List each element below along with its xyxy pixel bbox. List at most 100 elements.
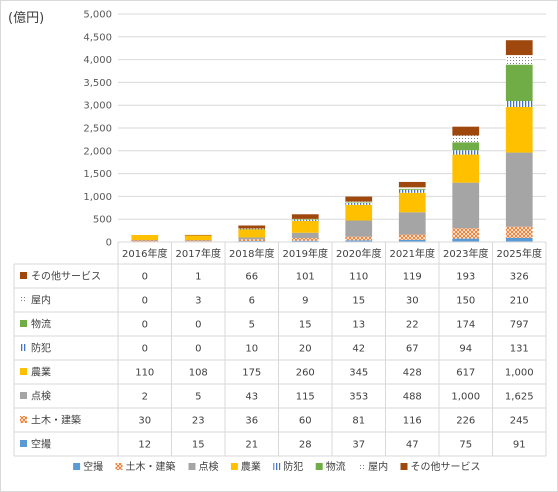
table-cell-value: 115 xyxy=(296,392,315,403)
table-cell-value: 81 xyxy=(352,416,365,427)
table-cell-value: 36 xyxy=(245,416,258,427)
legend-label: その他サービス xyxy=(411,460,481,473)
legend-item: その他サービス xyxy=(400,460,481,473)
bar-segment xyxy=(505,106,533,153)
table-cell-value: 6 xyxy=(249,296,255,307)
legend-item: 防犯 xyxy=(273,460,303,473)
row-series-name: 土木・建築 xyxy=(31,414,81,427)
y-tick-label: 1,500 xyxy=(83,169,112,180)
legend-swatch xyxy=(73,463,81,470)
bar-segment xyxy=(238,229,266,238)
legend-swatch xyxy=(315,463,323,470)
table-cell-value: 28 xyxy=(299,440,312,451)
bar-segment xyxy=(505,152,533,227)
legend-label: 空撮 xyxy=(83,460,103,473)
y-tick-label: 4,000 xyxy=(83,55,112,66)
bar-segment xyxy=(238,225,266,229)
y-tick-label: 3,000 xyxy=(83,101,112,112)
legend-swatch xyxy=(115,463,123,470)
bar-segment xyxy=(505,226,533,238)
table-cell-value: 42 xyxy=(352,344,365,355)
table-cell-value: 20 xyxy=(299,344,312,355)
table-cell-value: 617 xyxy=(456,368,475,379)
legend-swatch xyxy=(358,463,366,470)
table-cell-value: 5 xyxy=(249,320,255,331)
y-tick-label: 0 xyxy=(106,238,112,249)
bar-segment xyxy=(238,228,266,230)
table-cell-value: 428 xyxy=(403,368,422,379)
bar-segment xyxy=(398,187,426,189)
table-cell-value: 10 xyxy=(245,344,258,355)
legend-label: 屋内 xyxy=(368,460,388,473)
bar-segment xyxy=(345,240,373,242)
table-cell-value: 1 xyxy=(195,272,201,283)
category-label: 2021年度 xyxy=(390,247,435,260)
legend-swatch xyxy=(230,463,238,470)
legend-label: 物流 xyxy=(326,460,346,473)
table-cell-value: 150 xyxy=(456,296,475,307)
row-swatch xyxy=(20,320,27,327)
bar-segment xyxy=(398,192,426,213)
row-swatch xyxy=(20,368,27,375)
legend-label: 土木・建築 xyxy=(126,460,176,473)
bar-segment xyxy=(452,154,480,183)
table-cell-value: 37 xyxy=(352,440,365,451)
bar-segment xyxy=(398,189,426,193)
bar-segment xyxy=(398,212,426,235)
row-series-name: その他サービス xyxy=(31,270,101,283)
bar-segment xyxy=(131,234,159,240)
table-cell-value: 0 xyxy=(142,296,148,307)
legend-label: 防犯 xyxy=(283,460,303,473)
table-cell-value: 3 xyxy=(195,296,201,307)
bar-segment xyxy=(291,219,319,221)
table-cell-value: 91 xyxy=(513,440,526,451)
table-cell-value: 353 xyxy=(349,392,368,403)
table-cell-value: 326 xyxy=(510,272,529,283)
table-cell-value: 1,000 xyxy=(505,368,534,379)
category-label: 2020年度 xyxy=(336,247,381,260)
table-cell-value: 101 xyxy=(296,272,315,283)
bar-segment xyxy=(184,235,212,241)
bar-segment xyxy=(291,214,319,219)
table-cell-value: 43 xyxy=(245,392,258,403)
legend-item: 点検 xyxy=(188,460,219,473)
row-swatch xyxy=(20,296,27,303)
row-swatch xyxy=(20,392,27,399)
table-cell-value: 5 xyxy=(195,392,201,403)
row-series-name: 空撮 xyxy=(31,438,51,451)
bar-segment xyxy=(398,181,426,188)
category-label: 2019年度 xyxy=(283,247,328,260)
bar-segment xyxy=(345,201,373,203)
table-cell-value: 0 xyxy=(195,320,201,331)
y-tick-label: 4,500 xyxy=(83,32,112,43)
bar-segment xyxy=(291,237,319,241)
table-cell-value: 15 xyxy=(352,296,365,307)
table-cell-value: 0 xyxy=(142,344,148,355)
table-cell-value: 66 xyxy=(245,272,258,283)
table-cell-value: 15 xyxy=(299,320,312,331)
bar-segment xyxy=(452,126,480,136)
legend-swatch xyxy=(273,463,281,470)
table-cell-value: 1,000 xyxy=(451,392,480,403)
bar-segment xyxy=(345,204,373,221)
row-swatch xyxy=(20,440,27,447)
table-cell-value: 226 xyxy=(456,416,475,427)
y-tick-label: 500 xyxy=(93,215,112,226)
bar-segment xyxy=(184,240,212,242)
bar-segment xyxy=(345,220,373,237)
category-label: 2018年度 xyxy=(229,247,274,260)
bar-segment xyxy=(345,202,373,205)
table-cell-value: 67 xyxy=(406,344,419,355)
y-tick-label: 2,000 xyxy=(83,146,112,157)
legend-item: 屋内 xyxy=(358,460,388,473)
bar-segment xyxy=(184,234,212,236)
table-cell-value: 0 xyxy=(142,272,148,283)
bar-segment xyxy=(131,239,159,241)
legend-label: 点検 xyxy=(199,460,219,473)
bar-segment xyxy=(238,239,266,242)
bar-segment xyxy=(291,232,319,238)
unit-label: (億円) xyxy=(8,10,44,26)
legend-item: 物流 xyxy=(315,460,346,473)
table-cell-value: 30 xyxy=(406,296,419,307)
category-label: 2016年度 xyxy=(122,247,167,260)
